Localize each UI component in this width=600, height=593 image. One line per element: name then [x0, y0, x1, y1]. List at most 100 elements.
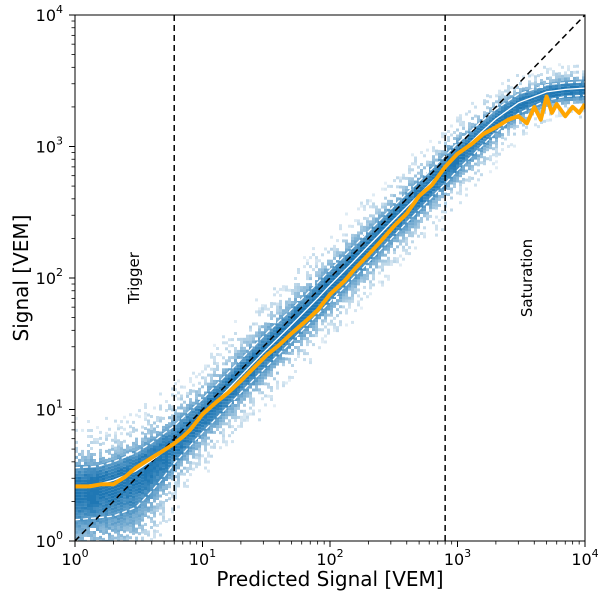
- heatmap-bin: [174, 427, 177, 431]
- heatmap-bin: [120, 495, 123, 499]
- heatmap-bin: [465, 148, 468, 152]
- heatmap-bin: [273, 344, 276, 348]
- heatmap-bin: [447, 172, 450, 175]
- heatmap-bin: [252, 409, 255, 413]
- heatmap-bin: [366, 244, 369, 248]
- heatmap-bin: [390, 214, 393, 218]
- heatmap-bin: [285, 348, 288, 352]
- heatmap-bin: [402, 227, 405, 231]
- heatmap-bin: [351, 320, 354, 324]
- heatmap-bin: [153, 481, 156, 485]
- heatmap-bin: [114, 437, 117, 441]
- heatmap-bin: [405, 206, 408, 210]
- heatmap-bin: [369, 280, 372, 284]
- heatmap-bin: [177, 421, 180, 425]
- heatmap-bin: [207, 460, 210, 464]
- heatmap-bin: [177, 427, 180, 431]
- heatmap-bin: [282, 345, 285, 349]
- heatmap-bin: [153, 523, 156, 527]
- heatmap-bin: [87, 510, 90, 513]
- heatmap-bin: [81, 476, 84, 480]
- heatmap-bin: [339, 287, 342, 291]
- heatmap-bin: [375, 211, 378, 215]
- heatmap-bin: [384, 229, 387, 233]
- heatmap-bin: [180, 421, 183, 425]
- heatmap-bin: [276, 371, 279, 375]
- heatmap-bin: [297, 268, 300, 271]
- heatmap-bin: [99, 487, 102, 491]
- heatmap-bin: [405, 221, 408, 225]
- heatmap-bin: [279, 323, 282, 327]
- heatmap-bin: [450, 163, 453, 167]
- heatmap-bin: [174, 388, 177, 392]
- heatmap-bin: [378, 259, 381, 263]
- heatmap-bin: [234, 365, 237, 368]
- heatmap-bin: [102, 507, 105, 511]
- heatmap-bin: [249, 391, 252, 395]
- heatmap-bin: [321, 280, 324, 284]
- heatmap-bin: [144, 451, 147, 454]
- heatmap-bin: [540, 88, 543, 91]
- heatmap-bin: [423, 193, 426, 197]
- heatmap-bin: [267, 385, 270, 389]
- heatmap-bin: [237, 364, 240, 368]
- heatmap-bin: [408, 204, 411, 208]
- heatmap-bin: [315, 322, 318, 326]
- heatmap-bin: [222, 431, 225, 435]
- heatmap-bin: [465, 178, 468, 182]
- heatmap-bin: [249, 406, 252, 410]
- heatmap-bin: [78, 518, 81, 522]
- heatmap-bin: [387, 238, 390, 242]
- heatmap-bin: [234, 356, 237, 359]
- heatmap-bin: [174, 412, 177, 416]
- heatmap-bin: [471, 155, 474, 159]
- heatmap-bin: [363, 273, 366, 277]
- heatmap-bin: [447, 166, 450, 169]
- heatmap-bin: [174, 430, 177, 434]
- heatmap-bin: [198, 426, 201, 430]
- heatmap-bin: [333, 283, 336, 287]
- heatmap-bin: [180, 433, 183, 437]
- heatmap-bin: [573, 88, 576, 92]
- heatmap-bin: [120, 462, 123, 466]
- heatmap-bin: [330, 265, 333, 269]
- heatmap-bin: [381, 205, 384, 209]
- heatmap-bin: [267, 364, 270, 368]
- heatmap-bin: [564, 71, 567, 75]
- heatmap-bin: [414, 213, 417, 217]
- heatmap-bin: [144, 481, 147, 484]
- heatmap-bin: [357, 234, 360, 238]
- heatmap-bin: [564, 80, 567, 84]
- heatmap-bin: [138, 490, 141, 494]
- heatmap-bin: [99, 499, 102, 503]
- heatmap-bin: [447, 154, 450, 157]
- heatmap-bin: [120, 447, 123, 451]
- heatmap-bin: [279, 299, 282, 303]
- heatmap-bin: [276, 383, 279, 387]
- heatmap-bin: [570, 80, 573, 83]
- heatmap-bin: [147, 443, 150, 447]
- heatmap-bin: [132, 447, 135, 451]
- heatmap-bin: [249, 376, 252, 380]
- heatmap-bin: [357, 246, 360, 250]
- heatmap-bin: [219, 419, 222, 423]
- heatmap-bin: [354, 237, 357, 241]
- heatmap-bin: [378, 271, 381, 275]
- heatmap-bin: [351, 263, 354, 267]
- heatmap-bin: [303, 256, 306, 260]
- heatmap-bin: [369, 238, 372, 242]
- heatmap-bin: [219, 407, 222, 411]
- heatmap-bin: [174, 454, 177, 458]
- heatmap-bin: [105, 467, 108, 471]
- heatmap-bin: [411, 189, 414, 193]
- heatmap-bin: [438, 197, 441, 201]
- heatmap-bin: [96, 495, 99, 498]
- heatmap-bin: [396, 203, 399, 207]
- heatmap-bin: [567, 83, 570, 87]
- heatmap-bin: [165, 478, 168, 481]
- heatmap-bin: [333, 262, 336, 266]
- heatmap-bin: [144, 523, 147, 526]
- heatmap-bin: [519, 106, 522, 110]
- heatmap-bin: [366, 241, 369, 245]
- heatmap-bin: [117, 475, 120, 479]
